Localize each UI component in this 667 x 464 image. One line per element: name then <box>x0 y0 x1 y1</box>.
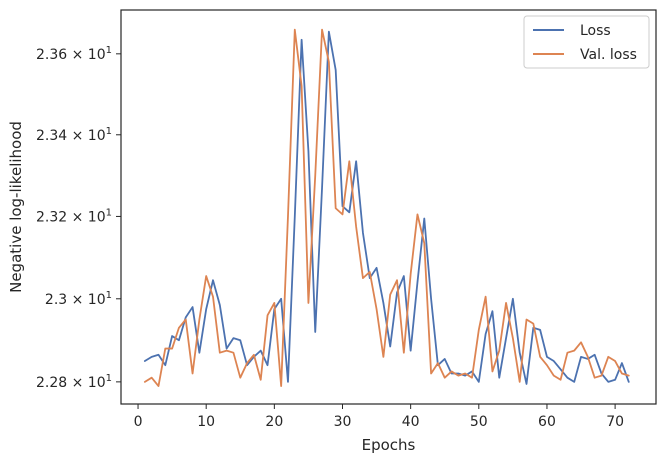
y-tick-mantissa: 2.32 <box>36 209 67 225</box>
y-tick-times-ten: × 10 <box>67 128 105 144</box>
y-tick-exponent: 1 <box>106 207 112 218</box>
legend-label-val-loss: Val. loss <box>580 47 637 63</box>
x-tick-label: 70 <box>606 414 624 430</box>
series-lines <box>143 28 630 387</box>
x-tick-label: 0 <box>134 414 143 430</box>
y-tick-times-ten: × 10 <box>67 375 105 391</box>
y-tick-label: 2.28 × 101 <box>36 373 112 391</box>
y-tick-exponent: 1 <box>106 373 112 384</box>
y-tick-times-ten: × 10 <box>67 47 105 63</box>
x-tick-label: 30 <box>334 414 352 430</box>
plot-frame <box>120 9 657 405</box>
x-tick-label: 10 <box>197 414 215 430</box>
x-tick-label: 40 <box>402 414 420 430</box>
x-axis-ticks: 0 10 20 30 40 50 60 70 <box>134 404 624 430</box>
y-axis-label: Negative log-likelihood <box>7 121 25 293</box>
y-tick-label: 2.34 × 101 <box>36 126 112 144</box>
legend-label-loss: Loss <box>580 23 611 39</box>
y-tick-times-ten: × 10 <box>67 209 105 225</box>
y-tick-mantissa: 2.34 <box>36 128 67 144</box>
y-tick-label: 2.36 × 101 <box>36 45 112 63</box>
y-tick-mantissa: 2.36 <box>36 47 67 63</box>
y-tick-exponent: 1 <box>106 45 112 56</box>
y-tick-exponent: 1 <box>106 126 112 137</box>
x-axis-label: Epochs <box>362 436 416 454</box>
y-tick-times-ten: × 10 <box>67 292 105 308</box>
legend: Loss Val. loss <box>523 15 650 69</box>
y-tick-mantissa: 2.28 <box>36 375 67 391</box>
series-line-val-loss <box>143 28 630 387</box>
y-tick-label: 2.3 × 101 <box>45 290 112 308</box>
y-tick-exponent: 1 <box>106 290 112 301</box>
x-tick-label: 20 <box>265 414 283 430</box>
y-tick-label: 2.32 × 101 <box>36 207 112 225</box>
x-tick-label: 60 <box>538 414 556 430</box>
y-tick-mantissa: 2.3 <box>45 292 67 308</box>
x-tick-label: 50 <box>470 414 488 430</box>
